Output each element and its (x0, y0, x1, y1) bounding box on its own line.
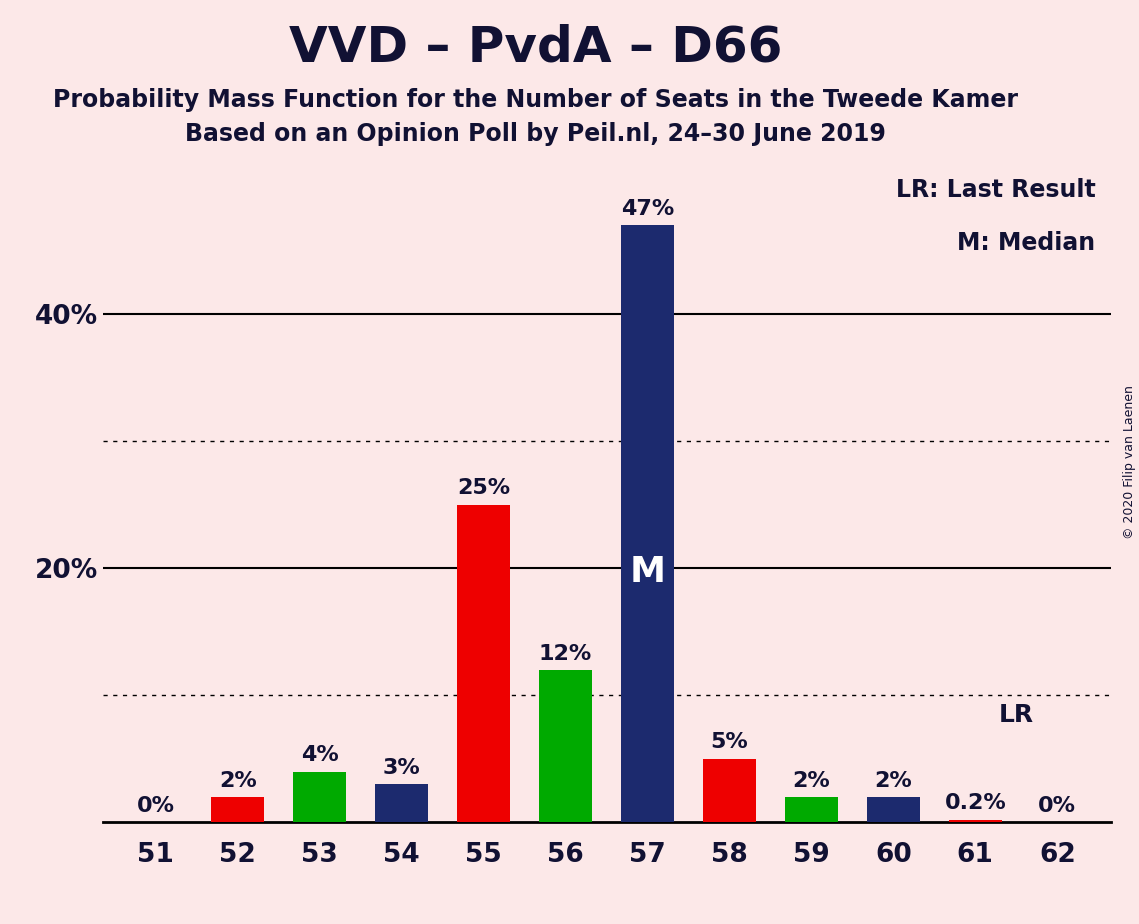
Text: Probability Mass Function for the Number of Seats in the Tweede Kamer: Probability Mass Function for the Number… (52, 88, 1018, 112)
Text: 2%: 2% (875, 771, 912, 791)
Text: 4%: 4% (301, 745, 338, 765)
Bar (457, 505, 510, 822)
Text: M: Median: M: Median (957, 231, 1096, 255)
Bar (539, 670, 592, 822)
Text: 12%: 12% (539, 643, 592, 663)
Text: 2%: 2% (219, 771, 256, 791)
Text: 2%: 2% (793, 771, 830, 791)
Text: M: M (630, 554, 665, 589)
Text: VVD – PvdA – D66: VVD – PvdA – D66 (288, 23, 782, 71)
Text: © 2020 Filip van Laenen: © 2020 Filip van Laenen (1123, 385, 1137, 539)
Text: 0%: 0% (137, 796, 174, 816)
Text: LR: Last Result: LR: Last Result (895, 178, 1096, 202)
Bar (703, 759, 756, 822)
Text: 3%: 3% (383, 758, 420, 778)
Text: 47%: 47% (621, 199, 674, 219)
Bar (621, 225, 674, 822)
Bar (785, 796, 838, 822)
Text: Based on an Opinion Poll by Peil.nl, 24–30 June 2019: Based on an Opinion Poll by Peil.nl, 24–… (185, 122, 886, 146)
Text: 5%: 5% (711, 733, 748, 752)
Bar (949, 820, 1002, 822)
Bar (211, 796, 264, 822)
Text: LR: LR (999, 703, 1034, 727)
Text: 0.2%: 0.2% (944, 794, 1006, 813)
Bar (867, 796, 920, 822)
Text: 0%: 0% (1039, 796, 1076, 816)
Bar (375, 784, 428, 822)
Text: 25%: 25% (457, 479, 510, 498)
Bar (293, 772, 346, 822)
